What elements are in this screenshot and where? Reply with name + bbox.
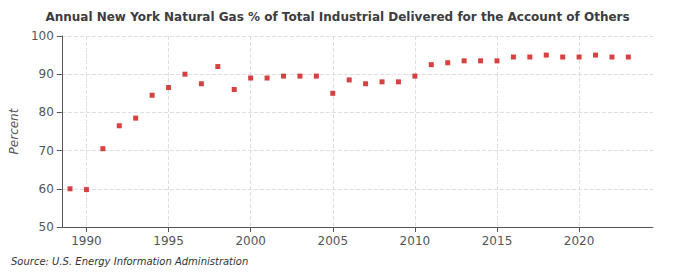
svg-text:1995: 1995: [153, 234, 184, 248]
svg-text:80: 80: [39, 105, 54, 119]
svg-text:2000: 2000: [235, 234, 266, 248]
svg-text:2020: 2020: [564, 234, 595, 248]
svg-text:2010: 2010: [400, 234, 431, 248]
svg-text:90: 90: [39, 67, 54, 81]
svg-text:Annual New York Natural Gas %: Annual New York Natural Gas % of Total I…: [45, 10, 629, 24]
svg-text:100: 100: [31, 29, 54, 43]
svg-text:60: 60: [39, 182, 54, 196]
svg-text:70: 70: [39, 144, 54, 158]
svg-text:Percent: Percent: [7, 107, 21, 154]
svg-text:1990: 1990: [71, 234, 102, 248]
svg-text:2005: 2005: [317, 234, 348, 248]
svg-text:50: 50: [39, 220, 54, 234]
svg-text:Source: U.S. Energy Informatio: Source: U.S. Energy Information Administ…: [11, 256, 248, 267]
svg-text:2015: 2015: [482, 234, 513, 248]
